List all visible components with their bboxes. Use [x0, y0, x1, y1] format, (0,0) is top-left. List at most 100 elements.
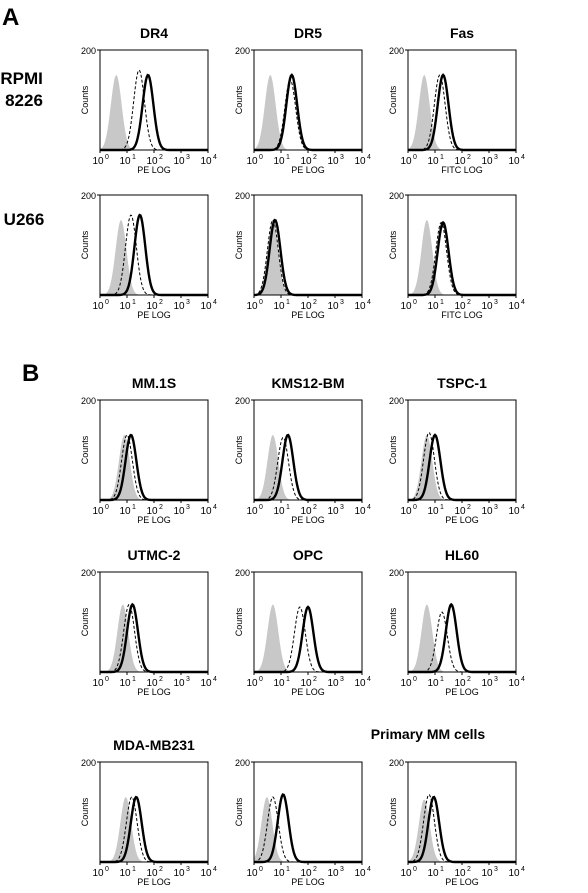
x-tick-label: 10 [92, 678, 104, 689]
x-tick-exponent: 1 [440, 154, 444, 161]
x-tick-exponent: 4 [367, 299, 371, 306]
x-tick-label: 10 [481, 678, 493, 689]
x-tick-exponent: 2 [313, 299, 317, 306]
x-tick-exponent: 3 [186, 154, 190, 161]
x-tick-exponent: 0 [259, 866, 263, 873]
x-axis-label: PE LOG [445, 687, 479, 697]
x-tick-exponent: 2 [159, 299, 163, 306]
x-tick-label: 10 [508, 301, 520, 312]
x-tick-label: 10 [400, 678, 412, 689]
y-axis-label: Counts [388, 607, 398, 636]
x-tick-label: 10 [119, 868, 131, 879]
x-tick-label: 10 [354, 868, 366, 879]
y-tick-label-200: 200 [389, 396, 404, 406]
x-tick-exponent: 0 [105, 154, 109, 161]
x-tick-label: 10 [146, 678, 158, 689]
x-tick-label: 10 [273, 868, 285, 879]
x-tick-label: 10 [200, 156, 212, 167]
isotype-histogram-fill [408, 435, 516, 500]
x-tick-label: 10 [200, 678, 212, 689]
x-tick-label: 10 [508, 156, 520, 167]
x-tick-label: 10 [427, 156, 439, 167]
x-axis-label: PE LOG [291, 310, 325, 320]
x-tick-label: 10 [508, 868, 520, 879]
x-tick-exponent: 0 [413, 504, 417, 511]
x-tick-label: 10 [427, 301, 439, 312]
x-tick-label: 10 [508, 506, 520, 517]
y-axis-label: Counts [388, 85, 398, 114]
y-axis-label: Counts [234, 797, 244, 826]
x-tick-label: 10 [173, 156, 185, 167]
x-tick-label: 10 [354, 506, 366, 517]
y-tick-label-200: 200 [389, 46, 404, 56]
x-tick-label: 10 [200, 506, 212, 517]
x-tick-exponent: 1 [440, 299, 444, 306]
x-axis-label: PE LOG [137, 310, 171, 320]
y-tick-label-200: 200 [389, 758, 404, 768]
x-tick-label: 10 [173, 301, 185, 312]
dashed-histogram-curve [100, 434, 208, 501]
x-tick-exponent: 1 [132, 676, 136, 683]
x-tick-exponent: 0 [413, 154, 417, 161]
plot-title: HL60 [445, 547, 479, 563]
x-tick-exponent: 2 [159, 504, 163, 511]
x-tick-exponent: 4 [367, 676, 371, 683]
y-tick-label-200: 200 [235, 46, 250, 56]
x-tick-label: 10 [119, 506, 131, 517]
x-tick-exponent: 1 [286, 676, 290, 683]
x-tick-label: 10 [119, 156, 131, 167]
y-axis-label: Counts [80, 797, 90, 826]
row-label-rpmi-line1: RPMI [0, 69, 43, 88]
y-axis-label: Counts [388, 797, 398, 826]
x-tick-label: 10 [200, 868, 212, 879]
x-tick-exponent: 4 [213, 676, 217, 683]
plot-title: TSPC-1 [437, 375, 487, 391]
plot-title: KMS12-BM [271, 375, 344, 391]
x-tick-exponent: 0 [259, 676, 263, 683]
x-tick-exponent: 1 [286, 866, 290, 873]
y-axis-label: Counts [388, 435, 398, 464]
x-tick-label: 10 [454, 868, 466, 879]
y-axis-label: Counts [80, 607, 90, 636]
x-tick-label: 10 [273, 156, 285, 167]
x-tick-exponent: 4 [521, 676, 525, 683]
x-tick-exponent: 3 [494, 676, 498, 683]
x-tick-exponent: 1 [440, 504, 444, 511]
panel-letter-b: B [22, 360, 39, 387]
x-tick-exponent: 0 [105, 866, 109, 873]
x-tick-label: 10 [427, 678, 439, 689]
x-tick-exponent: 0 [259, 299, 263, 306]
y-tick-label-200: 200 [81, 758, 96, 768]
x-axis-label: PE LOG [137, 165, 171, 175]
x-tick-exponent: 3 [186, 866, 190, 873]
x-tick-label: 10 [481, 506, 493, 517]
y-tick-label-200: 200 [389, 191, 404, 201]
x-axis-label: PE LOG [137, 687, 171, 697]
x-tick-label: 10 [92, 506, 104, 517]
isotype-histogram-fill [408, 799, 516, 862]
x-tick-exponent: 2 [159, 866, 163, 873]
x-tick-exponent: 2 [467, 299, 471, 306]
x-tick-label: 10 [273, 678, 285, 689]
x-tick-label: 10 [246, 156, 258, 167]
x-tick-label: 10 [246, 506, 258, 517]
row-label-rpmi-line2: 8226 [5, 91, 43, 110]
y-tick-label-200: 200 [81, 191, 96, 201]
x-tick-label: 10 [300, 301, 312, 312]
plot-title: DR5 [294, 25, 322, 41]
x-tick-label: 10 [354, 156, 366, 167]
x-tick-label: 10 [327, 506, 339, 517]
x-tick-exponent: 4 [521, 866, 525, 873]
y-tick-label-200: 200 [235, 758, 250, 768]
isotype-histogram-fill [408, 220, 516, 295]
x-tick-label: 10 [300, 506, 312, 517]
x-tick-exponent: 3 [340, 154, 344, 161]
x-axis-label: PE LOG [445, 515, 479, 525]
x-tick-label: 10 [146, 301, 158, 312]
group-title-primary-mm: Primary MM cells [371, 726, 486, 742]
x-tick-label: 10 [200, 301, 212, 312]
x-tick-exponent: 2 [467, 154, 471, 161]
